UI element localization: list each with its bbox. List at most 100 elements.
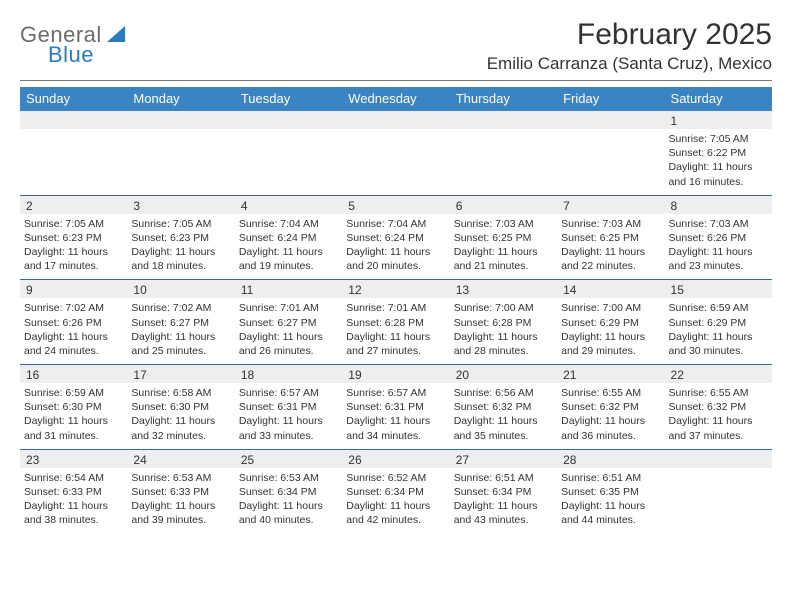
daylight-text: Daylight: 11 hours and 17 minutes. bbox=[24, 245, 123, 273]
daylight-text: Daylight: 11 hours and 25 minutes. bbox=[131, 330, 230, 358]
header-divider bbox=[20, 80, 772, 81]
day-number: 19 bbox=[342, 365, 449, 383]
daylight-text: Daylight: 11 hours and 39 minutes. bbox=[131, 499, 230, 527]
calendar-cell: 22Sunrise: 6:55 AMSunset: 6:32 PMDayligh… bbox=[665, 365, 772, 449]
calendar-cell bbox=[127, 111, 234, 195]
day-header: Tuesday bbox=[235, 87, 342, 111]
calendar-cell bbox=[235, 111, 342, 195]
sunset-text: Sunset: 6:23 PM bbox=[131, 231, 230, 245]
calendar-cell: 3Sunrise: 7:05 AMSunset: 6:23 PMDaylight… bbox=[127, 196, 234, 280]
day-header: Monday bbox=[127, 87, 234, 111]
sunrise-text: Sunrise: 6:55 AM bbox=[669, 386, 768, 400]
day-number: 10 bbox=[127, 280, 234, 298]
weeks-container: 1Sunrise: 7:05 AMSunset: 6:22 PMDaylight… bbox=[20, 111, 772, 533]
sunset-text: Sunset: 6:24 PM bbox=[346, 231, 445, 245]
daylight-text: Daylight: 11 hours and 22 minutes. bbox=[561, 245, 660, 273]
calendar-cell: 5Sunrise: 7:04 AMSunset: 6:24 PMDaylight… bbox=[342, 196, 449, 280]
sunrise-text: Sunrise: 7:03 AM bbox=[561, 217, 660, 231]
day-number: 26 bbox=[342, 450, 449, 468]
calendar-cell: 8Sunrise: 7:03 AMSunset: 6:26 PMDaylight… bbox=[665, 196, 772, 280]
day-number: 14 bbox=[557, 280, 664, 298]
daylight-text: Daylight: 11 hours and 21 minutes. bbox=[454, 245, 553, 273]
day-number: 15 bbox=[665, 280, 772, 298]
day-number: 11 bbox=[235, 280, 342, 298]
location-subtitle: Emilio Carranza (Santa Cruz), Mexico bbox=[487, 54, 772, 74]
day-header: Sunday bbox=[20, 87, 127, 111]
sunset-text: Sunset: 6:34 PM bbox=[239, 485, 338, 499]
calendar-cell: 20Sunrise: 6:56 AMSunset: 6:32 PMDayligh… bbox=[450, 365, 557, 449]
day-header: Wednesday bbox=[342, 87, 449, 111]
daylight-text: Daylight: 11 hours and 27 minutes. bbox=[346, 330, 445, 358]
sunrise-text: Sunrise: 6:51 AM bbox=[561, 471, 660, 485]
logo: General Blue bbox=[20, 18, 125, 66]
sunset-text: Sunset: 6:28 PM bbox=[454, 316, 553, 330]
day-number: 18 bbox=[235, 365, 342, 383]
sunrise-text: Sunrise: 6:52 AM bbox=[346, 471, 445, 485]
sunset-text: Sunset: 6:33 PM bbox=[24, 485, 123, 499]
sunrise-text: Sunrise: 7:02 AM bbox=[24, 301, 123, 315]
sunrise-text: Sunrise: 6:54 AM bbox=[24, 471, 123, 485]
daylight-text: Daylight: 11 hours and 29 minutes. bbox=[561, 330, 660, 358]
calendar-cell: 15 Sunrise: 6:59 AMSunset: 6:29 PMDayligh… bbox=[665, 280, 772, 364]
sunrise-text: Sunrise: 6:57 AM bbox=[239, 386, 338, 400]
sunset-text: Sunset: 6:29 PM bbox=[561, 316, 660, 330]
day-header: Saturday bbox=[665, 87, 772, 111]
sunrise-text: Sunrise: 6:59 AM bbox=[669, 301, 768, 315]
daylight-text: Daylight: 11 hours and 23 minutes. bbox=[669, 245, 768, 273]
sunrise-text: Sunrise: 6:51 AM bbox=[454, 471, 553, 485]
day-header-row: SundayMondayTuesdayWednesdayThursdayFrid… bbox=[20, 87, 772, 111]
sunset-text: Sunset: 6:30 PM bbox=[131, 400, 230, 414]
day-number: 27 bbox=[450, 450, 557, 468]
day-number bbox=[450, 111, 557, 129]
sunset-text: Sunset: 6:35 PM bbox=[561, 485, 660, 499]
day-number: 22 bbox=[665, 365, 772, 383]
sunset-text: Sunset: 6:22 PM bbox=[669, 146, 768, 160]
daylight-text: Daylight: 11 hours and 31 minutes. bbox=[24, 414, 123, 442]
sunrise-text: Sunrise: 7:05 AM bbox=[131, 217, 230, 231]
day-number: 1 bbox=[665, 111, 772, 129]
day-number: 8 bbox=[665, 196, 772, 214]
daylight-text: Daylight: 11 hours and 20 minutes. bbox=[346, 245, 445, 273]
day-number: 6 bbox=[450, 196, 557, 214]
sunset-text: Sunset: 6:25 PM bbox=[561, 231, 660, 245]
daylight-text: Daylight: 11 hours and 36 minutes. bbox=[561, 414, 660, 442]
sunset-text: Sunset: 6:31 PM bbox=[239, 400, 338, 414]
day-number: 28 bbox=[557, 450, 664, 468]
day-number: 17 bbox=[127, 365, 234, 383]
sunrise-text: Sunrise: 7:04 AM bbox=[346, 217, 445, 231]
sunset-text: Sunset: 6:31 PM bbox=[346, 400, 445, 414]
daylight-text: Daylight: 11 hours and 30 minutes. bbox=[669, 330, 768, 358]
day-number bbox=[557, 111, 664, 129]
week-row: 16Sunrise: 6:59 AMSunset: 6:30 PMDayligh… bbox=[20, 364, 772, 449]
daylight-text: Daylight: 11 hours and 38 minutes. bbox=[24, 499, 123, 527]
calendar-cell: 11Sunrise: 7:01 AMSunset: 6:27 PMDayligh… bbox=[235, 280, 342, 364]
sunrise-text: Sunrise: 7:03 AM bbox=[454, 217, 553, 231]
calendar-cell: 4Sunrise: 7:04 AMSunset: 6:24 PMDaylight… bbox=[235, 196, 342, 280]
calendar: SundayMondayTuesdayWednesdayThursdayFrid… bbox=[20, 87, 772, 533]
calendar-cell bbox=[557, 111, 664, 195]
sunset-text: Sunset: 6:34 PM bbox=[346, 485, 445, 499]
day-number: 4 bbox=[235, 196, 342, 214]
calendar-cell: 23Sunrise: 6:54 AMSunset: 6:33 PMDayligh… bbox=[20, 450, 127, 534]
week-row: 23Sunrise: 6:54 AMSunset: 6:33 PMDayligh… bbox=[20, 449, 772, 534]
day-number: 25 bbox=[235, 450, 342, 468]
calendar-cell: 28Sunrise: 6:51 AMSunset: 6:35 PMDayligh… bbox=[557, 450, 664, 534]
sunset-text: Sunset: 6:32 PM bbox=[454, 400, 553, 414]
calendar-cell: 25Sunrise: 6:53 AMSunset: 6:34 PMDayligh… bbox=[235, 450, 342, 534]
daylight-text: Daylight: 11 hours and 43 minutes. bbox=[454, 499, 553, 527]
daylight-text: Daylight: 11 hours and 33 minutes. bbox=[239, 414, 338, 442]
sunset-text: Sunset: 6:32 PM bbox=[669, 400, 768, 414]
week-row: 9Sunrise: 7:02 AMSunset: 6:26 PMDaylight… bbox=[20, 279, 772, 364]
calendar-cell: 21Sunrise: 6:55 AMSunset: 6:32 PMDayligh… bbox=[557, 365, 664, 449]
daylight-text: Daylight: 11 hours and 26 minutes. bbox=[239, 330, 338, 358]
sunrise-text: Sunrise: 7:05 AM bbox=[669, 132, 768, 146]
day-number bbox=[665, 450, 772, 468]
sunset-text: Sunset: 6:24 PM bbox=[239, 231, 338, 245]
sunrise-text: Sunrise: 7:01 AM bbox=[346, 301, 445, 315]
sunset-text: Sunset: 6:29 PM bbox=[669, 316, 768, 330]
calendar-cell: 17Sunrise: 6:58 AMSunset: 6:30 PMDayligh… bbox=[127, 365, 234, 449]
day-header: Thursday bbox=[450, 87, 557, 111]
daylight-text: Daylight: 11 hours and 32 minutes. bbox=[131, 414, 230, 442]
calendar-cell: 26Sunrise: 6:52 AMSunset: 6:34 PMDayligh… bbox=[342, 450, 449, 534]
daylight-text: Daylight: 11 hours and 24 minutes. bbox=[24, 330, 123, 358]
